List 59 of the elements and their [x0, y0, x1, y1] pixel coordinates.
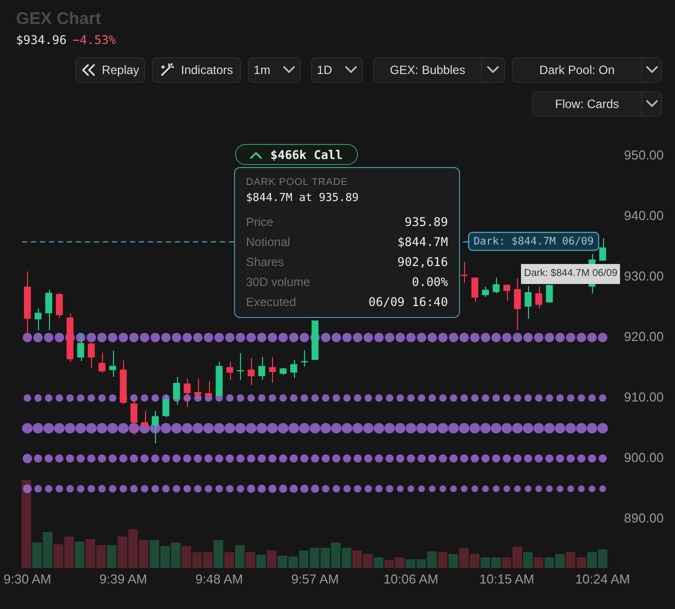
bar [106, 545, 117, 568]
candlestick [300, 350, 308, 368]
call-badge: $466k Call [235, 144, 358, 165]
bar [22, 480, 32, 568]
bar [267, 550, 277, 568]
x-tick-label: 9:48 AM [195, 571, 244, 586]
x-tick-label: 9:57 AM [291, 571, 339, 586]
annotation: 30D volume [246, 275, 310, 289]
text: Dark Pool: On [513, 58, 642, 82]
bar [256, 554, 266, 568]
annotation: Price [246, 215, 274, 229]
y-tick-label: 930.00 [624, 268, 664, 284]
text: GEX: Bubbles [374, 58, 482, 82]
y-tick-label: 940.00 [624, 208, 664, 224]
bar [523, 552, 533, 568]
x-tick-label: 10:15 AM [479, 571, 534, 586]
y-tick-label: 910.00 [624, 390, 664, 405]
bar [224, 552, 234, 568]
candlestick [268, 356, 276, 384]
x-tick-label: 10:06 AM [383, 571, 438, 586]
annotation: 06/09 16:40 [368, 295, 448, 309]
annotation: $844.7M [397, 235, 448, 249]
annotation: 0.00% [412, 275, 448, 289]
bar [534, 557, 544, 568]
bar [246, 552, 256, 568]
candlestick [237, 352, 244, 380]
bar [234, 545, 245, 568]
annotation: Notional [246, 235, 290, 249]
x-tick-label: 10:24 AM [575, 571, 630, 586]
bar [438, 552, 448, 568]
y-tick-label: 950.00 [624, 148, 664, 163]
annotation: Dark: $844.7M 06/09 [474, 236, 594, 248]
bar [374, 557, 384, 568]
candlestick [34, 308, 42, 331]
text: 1m [254, 63, 270, 77]
annotation: Dark: $844.7M 06/09 [521, 264, 620, 284]
text: Flow: Cards [533, 92, 642, 116]
annotation: $844.7M at 935.89 [246, 191, 360, 204]
annotation: Shares [246, 255, 284, 269]
bar [448, 554, 458, 568]
candlestick [460, 261, 468, 284]
x-tick-label: 9:39 AM [99, 571, 148, 586]
y-tick-label: 920.00 [624, 329, 664, 344]
y-tick-label: 900.00 [624, 450, 664, 466]
chart-subtitle: $934.96 [16, 33, 67, 47]
annotation: DARK POOL TRADE [246, 177, 349, 188]
annotation: Executed [246, 295, 296, 309]
text: 1D [316, 63, 332, 77]
text: Indicators [180, 63, 234, 77]
bar [74, 542, 85, 568]
text: Replay [102, 63, 140, 77]
candlestick [141, 410, 148, 428]
bar [214, 540, 224, 568]
annotation: $466k Call [270, 148, 343, 162]
y-tick-label: 890.00 [624, 510, 664, 526]
x-tick-label: 9:30 AM [4, 571, 52, 586]
text: −4.53% [72, 33, 116, 47]
annotation: 935.89 [404, 215, 448, 229]
annotation: 902,616 [397, 255, 448, 269]
